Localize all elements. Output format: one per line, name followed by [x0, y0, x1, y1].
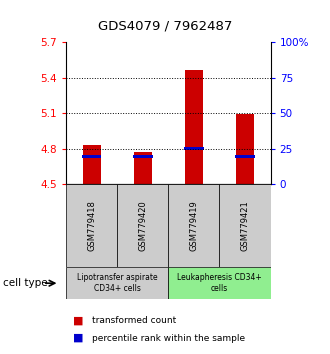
Text: cell type: cell type [3, 278, 48, 288]
FancyBboxPatch shape [117, 184, 168, 267]
Text: Leukapheresis CD34+
cells: Leukapheresis CD34+ cells [177, 274, 262, 293]
Text: ■: ■ [73, 315, 83, 325]
FancyBboxPatch shape [66, 184, 117, 267]
FancyBboxPatch shape [168, 184, 219, 267]
FancyBboxPatch shape [66, 267, 168, 299]
Text: transformed count: transformed count [92, 316, 177, 325]
FancyBboxPatch shape [219, 184, 271, 267]
Bar [235, 155, 255, 158]
Text: GSM779419: GSM779419 [189, 200, 198, 251]
Text: ■: ■ [73, 333, 83, 343]
Bar [82, 144, 101, 184]
FancyBboxPatch shape [168, 267, 271, 299]
Text: percentile rank within the sample: percentile rank within the sample [92, 333, 246, 343]
Text: GDS4079 / 7962487: GDS4079 / 7962487 [98, 19, 232, 33]
Text: Lipotransfer aspirate
CD34+ cells: Lipotransfer aspirate CD34+ cells [77, 274, 157, 293]
Text: GSM779418: GSM779418 [87, 200, 96, 251]
Text: GSM779420: GSM779420 [138, 200, 147, 251]
Bar [133, 155, 152, 158]
Bar [134, 152, 152, 184]
Bar [236, 114, 254, 184]
Bar [184, 147, 204, 150]
Text: GSM779421: GSM779421 [241, 200, 249, 251]
Bar [185, 70, 203, 184]
Bar [82, 155, 101, 158]
